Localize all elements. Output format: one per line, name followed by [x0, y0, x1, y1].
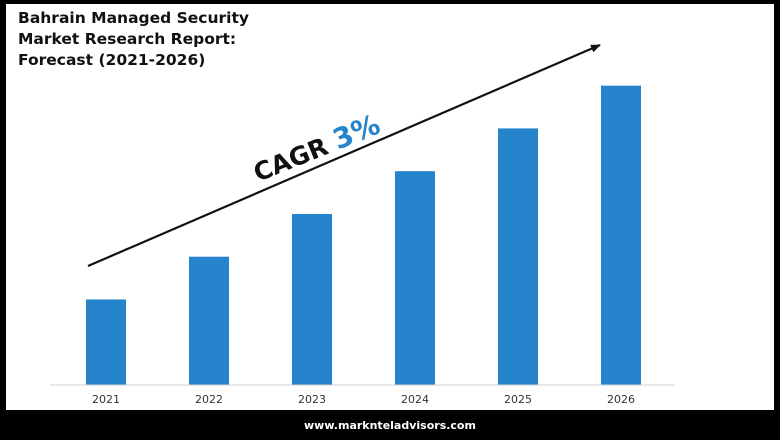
x-tick-labels: 2021 2022 2023 2024 2025 2026 [92, 393, 635, 406]
x-tick-2026: 2026 [607, 393, 635, 406]
bar-2022 [189, 256, 229, 385]
bar-2023 [292, 213, 332, 385]
cagr-value: 3% [328, 108, 384, 156]
x-tick-2023: 2023 [298, 393, 326, 406]
chart-panel [6, 4, 774, 410]
cagr-label: CAGR [249, 128, 340, 187]
title-line-1: Bahrain Managed Security [18, 9, 250, 27]
title-line-2: Market Research Report: [18, 30, 237, 48]
bar-2024 [395, 171, 435, 385]
x-tick-2024: 2024 [401, 393, 429, 406]
cagr-trend-arrow [87, 43, 601, 268]
chart-title: Bahrain Managed Security Market Research… [18, 8, 278, 71]
title-line-3: Forecast (2021-2026) [18, 51, 206, 69]
x-tick-2021: 2021 [92, 393, 120, 406]
footer-website: www.marknteladvisors.com [304, 419, 476, 432]
bar-2021 [86, 299, 126, 385]
bars-group [86, 85, 641, 385]
x-tick-2022: 2022 [195, 393, 223, 406]
bar-2026 [601, 85, 641, 385]
bar-2025 [498, 128, 538, 385]
x-tick-2025: 2025 [504, 393, 532, 406]
cagr-annotation: CAGR 3% [248, 108, 384, 189]
